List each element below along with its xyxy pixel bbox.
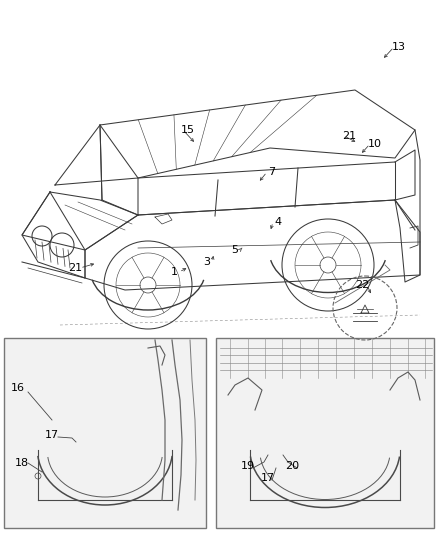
Text: 5: 5 <box>232 245 239 255</box>
Text: 3: 3 <box>204 257 211 267</box>
Bar <box>216 338 434 528</box>
Text: 16: 16 <box>11 383 25 393</box>
Text: 21: 21 <box>68 263 82 273</box>
Text: 13: 13 <box>392 42 406 52</box>
Text: 17: 17 <box>45 430 59 440</box>
Text: 22: 22 <box>355 280 369 290</box>
Text: 4: 4 <box>275 217 282 227</box>
Text: 18: 18 <box>15 458 29 468</box>
Text: 17: 17 <box>261 473 275 483</box>
Text: 15: 15 <box>181 125 195 135</box>
Bar <box>4 338 206 528</box>
Text: 20: 20 <box>285 461 299 471</box>
Text: 21: 21 <box>342 131 356 141</box>
Text: 1: 1 <box>170 267 177 277</box>
Text: 19: 19 <box>241 461 255 471</box>
Text: 10: 10 <box>368 139 382 149</box>
Text: 7: 7 <box>268 167 276 177</box>
